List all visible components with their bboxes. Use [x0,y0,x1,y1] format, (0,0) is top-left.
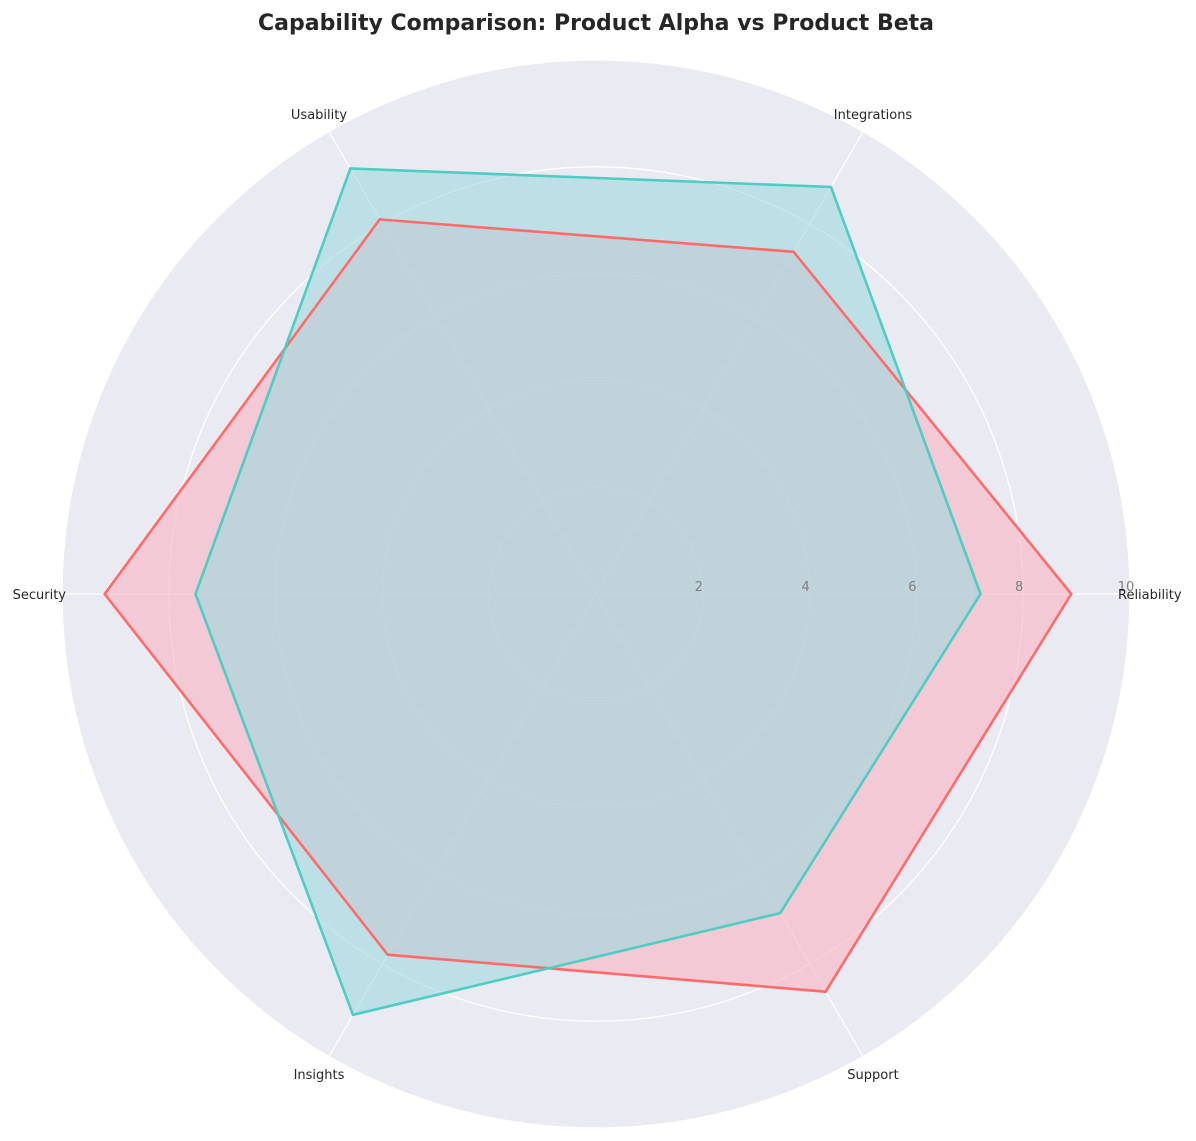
series-2-line [194,167,982,1017]
radial-tick-label: 10 [1118,580,1135,595]
category-label-integrations: Integrations [834,108,913,123]
radial-tick-label: 8 [1015,580,1023,595]
category-label-support: Support [847,1068,898,1083]
radial-tick-label: 4 [801,580,809,595]
category-label-usability: Usability [291,108,347,123]
series-1-line [103,218,1073,994]
chart-title: Capability Comparison: Product Alpha vs … [258,11,934,36]
category-label-insights: Insights [294,1068,345,1083]
series-2-area [195,168,981,1015]
radial-tick-label: 6 [908,580,916,595]
category-label-security: Security [13,588,67,603]
category-label-reliability: Reliability [1118,588,1182,603]
radial-tick-label: 2 [695,580,703,595]
